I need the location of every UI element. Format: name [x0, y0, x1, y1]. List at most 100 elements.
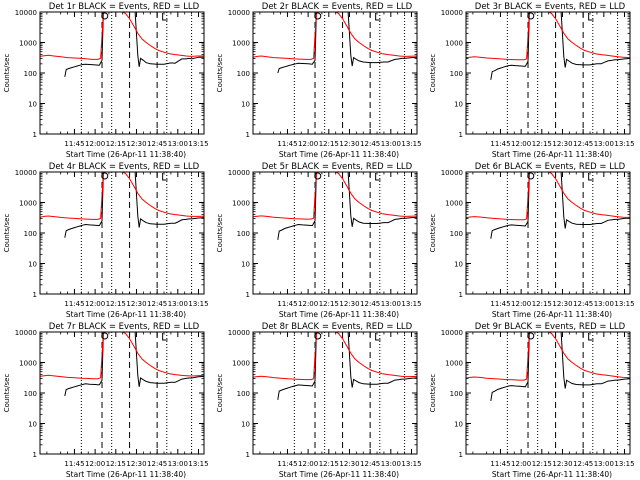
series-line-events: [490, 332, 630, 401]
x-tick-label: 13:15: [401, 460, 421, 468]
y-axis-label: Counts/sec: [429, 54, 437, 93]
y-axis-label: Counts/sec: [3, 214, 11, 253]
flare-marker-circle: [101, 172, 109, 180]
x-tick-label: 12:00: [85, 460, 105, 468]
y-tick-label: 1: [246, 131, 250, 139]
y-tick-label: 10000: [441, 329, 463, 337]
x-tick-label: 11:45: [64, 300, 84, 308]
y-tick-label: 10: [241, 421, 250, 429]
y-tick-label: 1: [33, 131, 37, 139]
x-tick-label: 12:00: [298, 300, 318, 308]
bracket-marker: [162, 13, 168, 21]
chart-title: Det 5r BLACK = Events, RED = LLD: [262, 162, 413, 172]
y-tick-label: 10000: [15, 9, 37, 17]
x-tick-label: 12:45: [573, 460, 593, 468]
x-tick-label: 12:45: [360, 460, 380, 468]
x-tick-label: 12:15: [319, 460, 339, 468]
x-tick-label: 13:00: [594, 460, 614, 468]
x-tick-label: 12:45: [360, 140, 380, 148]
series-line-lld: [253, 332, 417, 381]
y-tick-label: 10000: [441, 9, 463, 17]
series-line-lld: [466, 12, 630, 61]
x-tick-label: 12:15: [532, 460, 552, 468]
x-tick-label: 13:15: [614, 300, 634, 308]
x-tick-label: 13:00: [594, 300, 614, 308]
x-tick-label: 11:45: [277, 140, 297, 148]
x-tick-label: 12:30: [339, 300, 359, 308]
x-tick-label: 12:45: [147, 460, 167, 468]
x-axis-label: Start Time (26-Apr-11 11:38:40): [66, 150, 186, 159]
chart-title: Det 1r BLACK = Events, RED = LLD: [49, 2, 200, 12]
x-tick-label: 12:30: [552, 460, 572, 468]
series-line-events: [490, 12, 630, 80]
y-tick-label: 100: [237, 70, 250, 78]
x-tick-label: 12:15: [106, 460, 126, 468]
x-axis-label: Start Time (26-Apr-11 11:38:40): [492, 150, 612, 159]
series-line-events: [64, 172, 204, 238]
chart-title: Det 3r BLACK = Events, RED = LLD: [475, 2, 626, 12]
chart-panel-6: Det 6r BLACK = Events, RED = LLD Counts/s…: [429, 162, 635, 319]
x-tick-label: 13:00: [168, 300, 188, 308]
y-tick-label: 10: [454, 261, 463, 269]
y-tick-label: 10000: [228, 9, 250, 17]
flare-marker-circle: [314, 12, 322, 20]
chart-title: Det 7r BLACK = Events, RED = LLD: [49, 322, 200, 332]
y-tick-label: 1: [459, 291, 463, 299]
x-tick-label: 13:00: [381, 460, 401, 468]
y-tick-label: 100: [24, 390, 37, 398]
x-tick-label: 12:00: [511, 140, 531, 148]
x-tick-label: 12:00: [511, 460, 531, 468]
x-tick-label: 13:00: [168, 140, 188, 148]
y-tick-label: 10: [241, 261, 250, 269]
y-axis-label: Counts/sec: [429, 214, 437, 253]
y-tick-label: 1: [246, 451, 250, 459]
x-axis-label: Start Time (26-Apr-11 11:38:40): [279, 310, 399, 319]
x-tick-label: 12:15: [319, 300, 339, 308]
y-tick-label: 10: [241, 101, 250, 109]
chart-title: Det 4r BLACK = Events, RED = LLD: [49, 162, 200, 172]
x-tick-label: 13:00: [381, 300, 401, 308]
flare-marker-circle: [527, 12, 535, 20]
series-line-lld: [253, 12, 417, 60]
x-tick-label: 12:00: [511, 300, 531, 308]
x-axis-label: Start Time (26-Apr-11 11:38:40): [66, 310, 186, 319]
y-tick-label: 1000: [19, 40, 37, 48]
x-tick-label: 11:45: [490, 140, 510, 148]
chart-panel-5: Det 5r BLACK = Events, RED = LLD Counts/s…: [216, 162, 422, 319]
y-tick-label: 1: [33, 291, 37, 299]
series-line-lld: [253, 172, 417, 220]
y-tick-label: 1000: [232, 200, 250, 208]
flare-marker-circle: [101, 12, 109, 20]
series-line-lld: [40, 12, 204, 60]
y-tick-label: 1: [33, 451, 37, 459]
y-tick-label: 10: [454, 101, 463, 109]
bracket-marker: [162, 333, 168, 341]
x-tick-label: 12:45: [147, 300, 167, 308]
x-axis-label: Start Time (26-Apr-11 11:38:40): [492, 310, 612, 319]
bracket-marker: [588, 173, 594, 181]
x-tick-label: 11:45: [277, 460, 297, 468]
y-tick-label: 10000: [441, 169, 463, 177]
flare-marker-circle: [101, 332, 109, 340]
chart-panel-3: Det 3r BLACK = Events, RED = LLD Counts/s…: [429, 2, 635, 159]
x-tick-label: 11:45: [277, 300, 297, 308]
x-tick-label: 13:15: [188, 140, 208, 148]
chart-panel-2: Det 2r BLACK = Events, RED = LLD Counts/s…: [216, 2, 422, 159]
x-tick-label: 12:30: [339, 460, 359, 468]
series-line-events: [277, 332, 417, 400]
x-tick-label: 12:30: [552, 300, 572, 308]
series-line-events: [277, 172, 417, 240]
x-tick-label: 12:30: [339, 140, 359, 148]
x-tick-label: 12:15: [532, 140, 552, 148]
y-axis-label: Counts/sec: [216, 54, 224, 93]
chart-panel-1: Det 1r BLACK = Events, RED = LLD Counts/s…: [3, 2, 209, 159]
x-tick-label: 12:00: [298, 460, 318, 468]
bracket-marker: [375, 173, 381, 181]
y-tick-label: 10000: [228, 169, 250, 177]
x-axis-label: Start Time (26-Apr-11 11:38:40): [279, 470, 399, 479]
chart-title: Det 9r BLACK = Events, RED = LLD: [475, 322, 626, 332]
chart-title: Det 8r BLACK = Events, RED = LLD: [262, 322, 413, 332]
y-tick-label: 100: [237, 390, 250, 398]
x-tick-label: 13:00: [594, 140, 614, 148]
series-line-lld: [466, 332, 630, 381]
